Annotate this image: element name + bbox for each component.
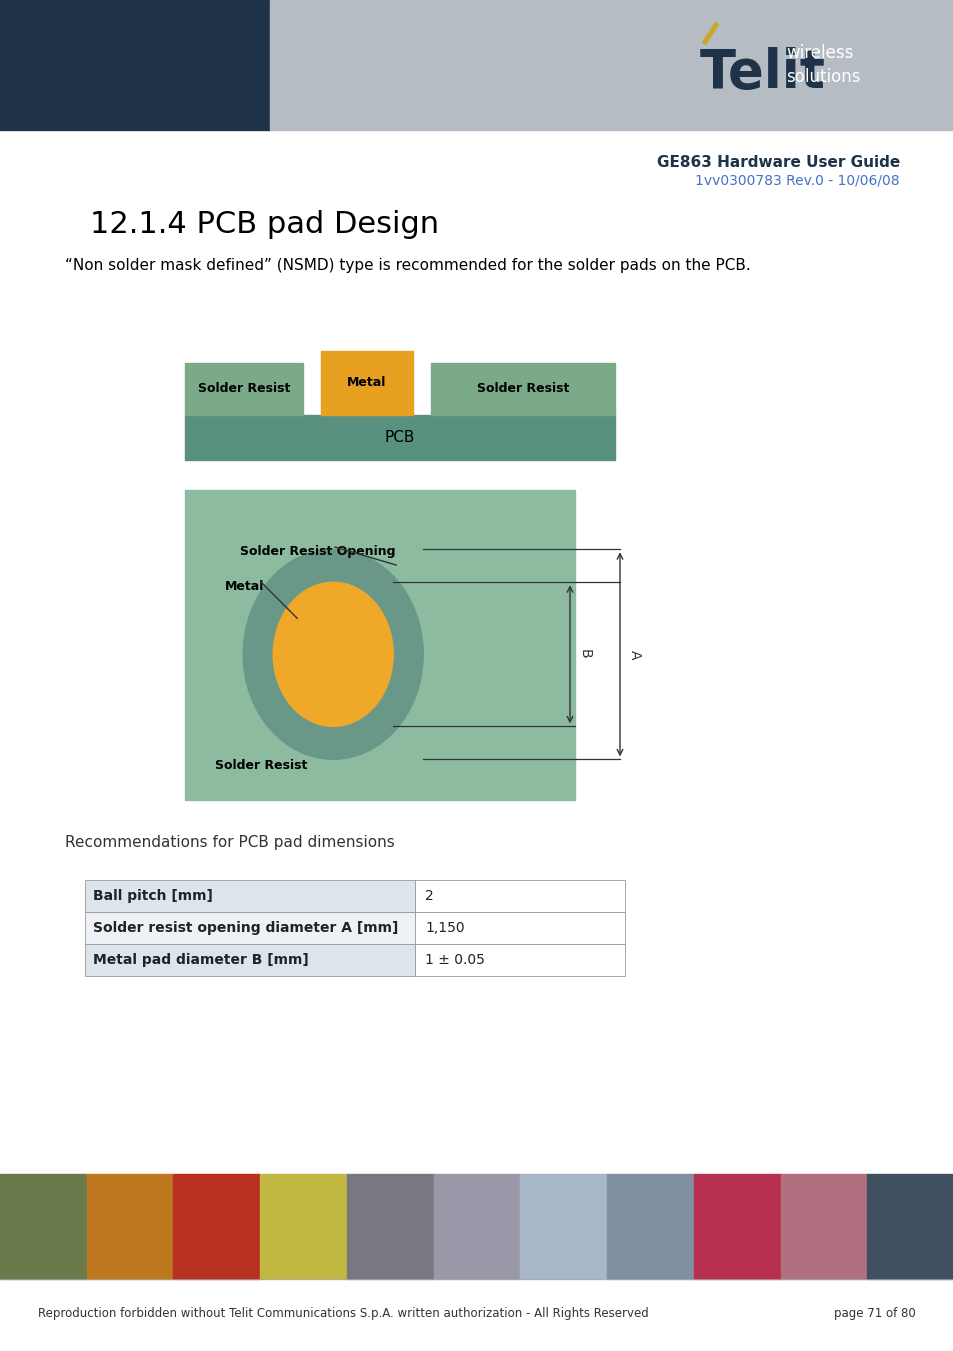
Bar bbox=[270, 0, 953, 130]
Text: Solder Resist: Solder Resist bbox=[476, 382, 569, 396]
Text: Telit: Telit bbox=[700, 47, 825, 99]
Bar bbox=[415, 944, 624, 975]
Ellipse shape bbox=[273, 582, 393, 727]
Bar bbox=[320, 351, 413, 415]
Text: Solder Resist: Solder Resist bbox=[197, 382, 290, 396]
Bar bbox=[173, 1174, 260, 1279]
Bar bbox=[347, 1174, 434, 1279]
Text: page 71 of 80: page 71 of 80 bbox=[833, 1306, 915, 1320]
Text: Ball pitch [mm]: Ball pitch [mm] bbox=[92, 889, 213, 902]
Bar bbox=[431, 363, 615, 415]
Bar bbox=[0, 0, 270, 130]
Bar bbox=[519, 1174, 606, 1279]
Text: A: A bbox=[627, 650, 641, 659]
Text: Solder Resist: Solder Resist bbox=[214, 759, 307, 771]
Bar bbox=[606, 1174, 693, 1279]
Bar bbox=[85, 944, 415, 975]
Bar bbox=[780, 1174, 866, 1279]
Bar bbox=[415, 912, 624, 944]
Text: wireless
solutions: wireless solutions bbox=[785, 43, 860, 86]
Text: GE863 Hardware User Guide: GE863 Hardware User Guide bbox=[656, 155, 899, 170]
Bar bbox=[0, 1174, 87, 1279]
Bar bbox=[415, 880, 624, 912]
Text: 1,150: 1,150 bbox=[424, 921, 464, 935]
Text: “Non solder mask defined” (NSMD) type is recommended for the solder pads on the : “Non solder mask defined” (NSMD) type is… bbox=[65, 258, 750, 273]
Bar bbox=[260, 1174, 347, 1279]
Text: Metal: Metal bbox=[347, 377, 386, 389]
Bar bbox=[87, 1174, 173, 1279]
Text: 2: 2 bbox=[424, 889, 434, 902]
Text: 1 ± 0.05: 1 ± 0.05 bbox=[424, 952, 484, 967]
Text: Solder Resist Opening: Solder Resist Opening bbox=[240, 544, 395, 558]
Bar bbox=[185, 490, 575, 800]
Text: Solder resist opening diameter A [mm]: Solder resist opening diameter A [mm] bbox=[92, 921, 398, 935]
Bar bbox=[434, 1174, 519, 1279]
Bar bbox=[85, 912, 415, 944]
Text: B: B bbox=[578, 650, 592, 659]
Ellipse shape bbox=[243, 550, 423, 759]
Text: Recommendations for PCB pad dimensions: Recommendations for PCB pad dimensions bbox=[65, 835, 395, 850]
Bar bbox=[185, 415, 615, 459]
Text: PCB: PCB bbox=[384, 430, 415, 444]
Text: Metal pad diameter B [mm]: Metal pad diameter B [mm] bbox=[92, 952, 309, 967]
Text: Metal: Metal bbox=[225, 580, 264, 593]
Bar bbox=[85, 880, 415, 912]
Bar bbox=[866, 1174, 953, 1279]
Bar bbox=[693, 1174, 780, 1279]
Text: Reproduction forbidden without Telit Communications S.p.A. written authorization: Reproduction forbidden without Telit Com… bbox=[38, 1306, 648, 1320]
Text: 1vv0300783 Rev.0 - 10/06/08: 1vv0300783 Rev.0 - 10/06/08 bbox=[695, 173, 899, 186]
Text: 12.1.4 PCB pad Design: 12.1.4 PCB pad Design bbox=[90, 209, 438, 239]
Bar bbox=[185, 363, 303, 415]
